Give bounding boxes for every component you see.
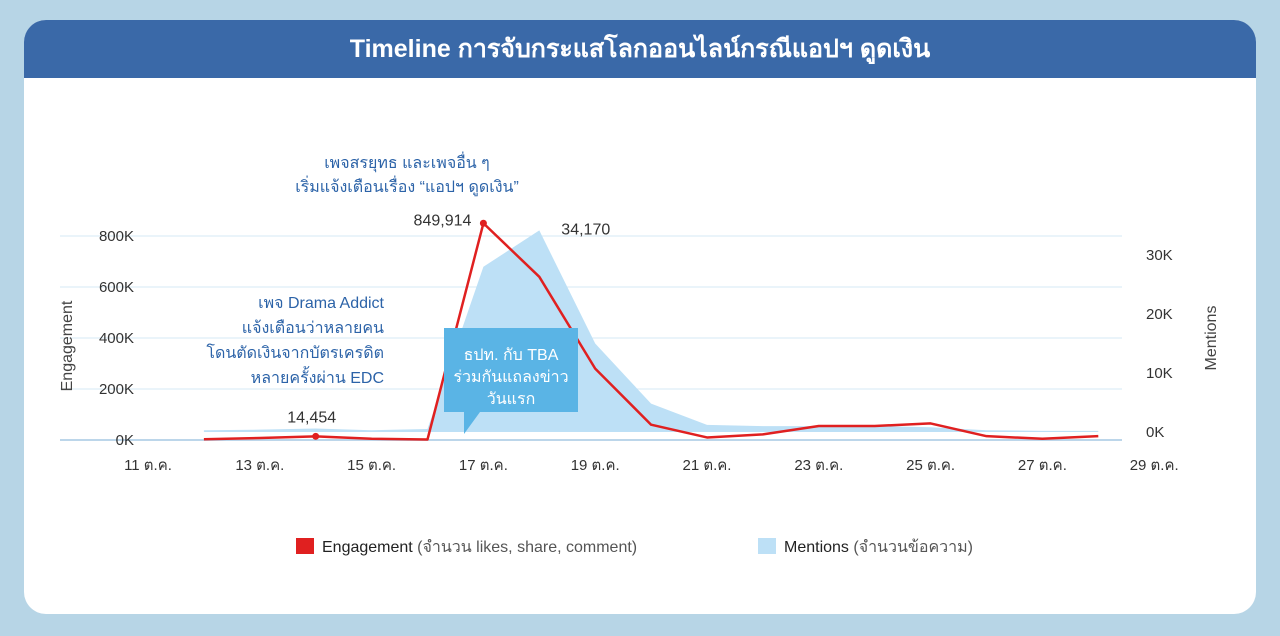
x-tick-label: 17 ต.ค.: [459, 457, 508, 474]
y-left-tick-label: 200K: [99, 381, 134, 398]
engagement-point-marker: [479, 219, 487, 227]
annotation-left-line: เพจ Drama Addict: [258, 295, 384, 312]
annotation-left-line: โดนตัดเงินจากบัตรเครดิต: [206, 343, 384, 362]
engagement-line: [203, 222, 1099, 441]
press-release-callout: ธปท. กับ TBA ร่วมกันแถลงข่าววันแรก: [444, 328, 578, 434]
chart-title: Timeline การจับกระแสโลกออนไลน์กรณีแอปฯ ด…: [349, 35, 931, 63]
y-left-tick-label: 600K: [99, 279, 134, 296]
x-tick-label: 23 ต.ค.: [794, 457, 843, 474]
x-tick-label: 19 ต.ค.: [571, 457, 620, 474]
engagement-peak-label: 849,914: [414, 212, 472, 229]
y-right-tick-label: 20K: [1146, 306, 1173, 323]
y-left-axis-title: Engagement: [59, 300, 76, 391]
x-tick-label: 13 ต.ค.: [235, 457, 284, 474]
callout-text-line: ธปท. กับ TBA: [464, 347, 559, 364]
x-tick-label: 21 ต.ค.: [683, 457, 732, 474]
chart-legend: Engagement (จำนวน likes, share, comment)…: [296, 538, 973, 556]
mentions-peak-label: 34,170: [561, 221, 610, 238]
x-tick-label: 15 ต.ค.: [347, 457, 396, 474]
x-tick-label: 25 ต.ค.: [906, 457, 955, 474]
legend-swatch-mentions: [758, 538, 776, 554]
legend-swatch-engagement: [296, 538, 314, 554]
callout-text-line: วันแรก: [487, 391, 536, 408]
annotation-left-line: หลายครั้งผ่าน EDC: [251, 366, 384, 387]
y-left-tick-label: 0K: [116, 432, 134, 449]
engagement-low-label: 14,454: [287, 409, 336, 426]
x-tick-label: 27 ต.ค.: [1018, 457, 1067, 474]
y-right-tick-label: 0K: [1146, 424, 1164, 441]
y-left-tick-label: 800K: [99, 228, 134, 245]
y-right-axis-title: Mentions: [1203, 306, 1220, 371]
y-right-tick-label: 30K: [1146, 247, 1173, 264]
y-left-tick-label: 400K: [99, 330, 134, 347]
legend-label-engagement: Engagement (จำนวน likes, share, comment): [322, 539, 637, 556]
y-right-tick-label: 10K: [1146, 365, 1173, 382]
callout-box: [444, 328, 578, 434]
callout-text-line: ร่วมกันแถลงข่าว: [453, 369, 568, 386]
annotation-top-line: เพจสรยุทธ และเพจอื่น ๆ: [324, 151, 490, 173]
legend-label-mentions: Mentions (จำนวนข้อความ): [784, 538, 973, 556]
x-tick-label: 11 ต.ค.: [124, 457, 172, 474]
timeline-chart: ธปท. กับ TBA ร่วมกันแถลงข่าววันแรก 0K 200K…: [59, 151, 1220, 556]
annotation-top-line: เริ่มแจ้งเตือนเรื่อง “แอปฯ ดูดเงิน”: [295, 175, 519, 197]
engagement-point-marker: [312, 432, 320, 440]
chart-card: Timeline การจับกระแสโลกออนไลน์กรณีแอปฯ ด…: [24, 20, 1256, 614]
annotation-left-line: แจ้งเตือนว่าหลายคน: [242, 319, 384, 337]
chart-header: Timeline การจับกระแสโลกออนไลน์กรณีแอปฯ ด…: [24, 20, 1256, 78]
x-tick-label: 29 ต.ค.: [1130, 457, 1179, 474]
